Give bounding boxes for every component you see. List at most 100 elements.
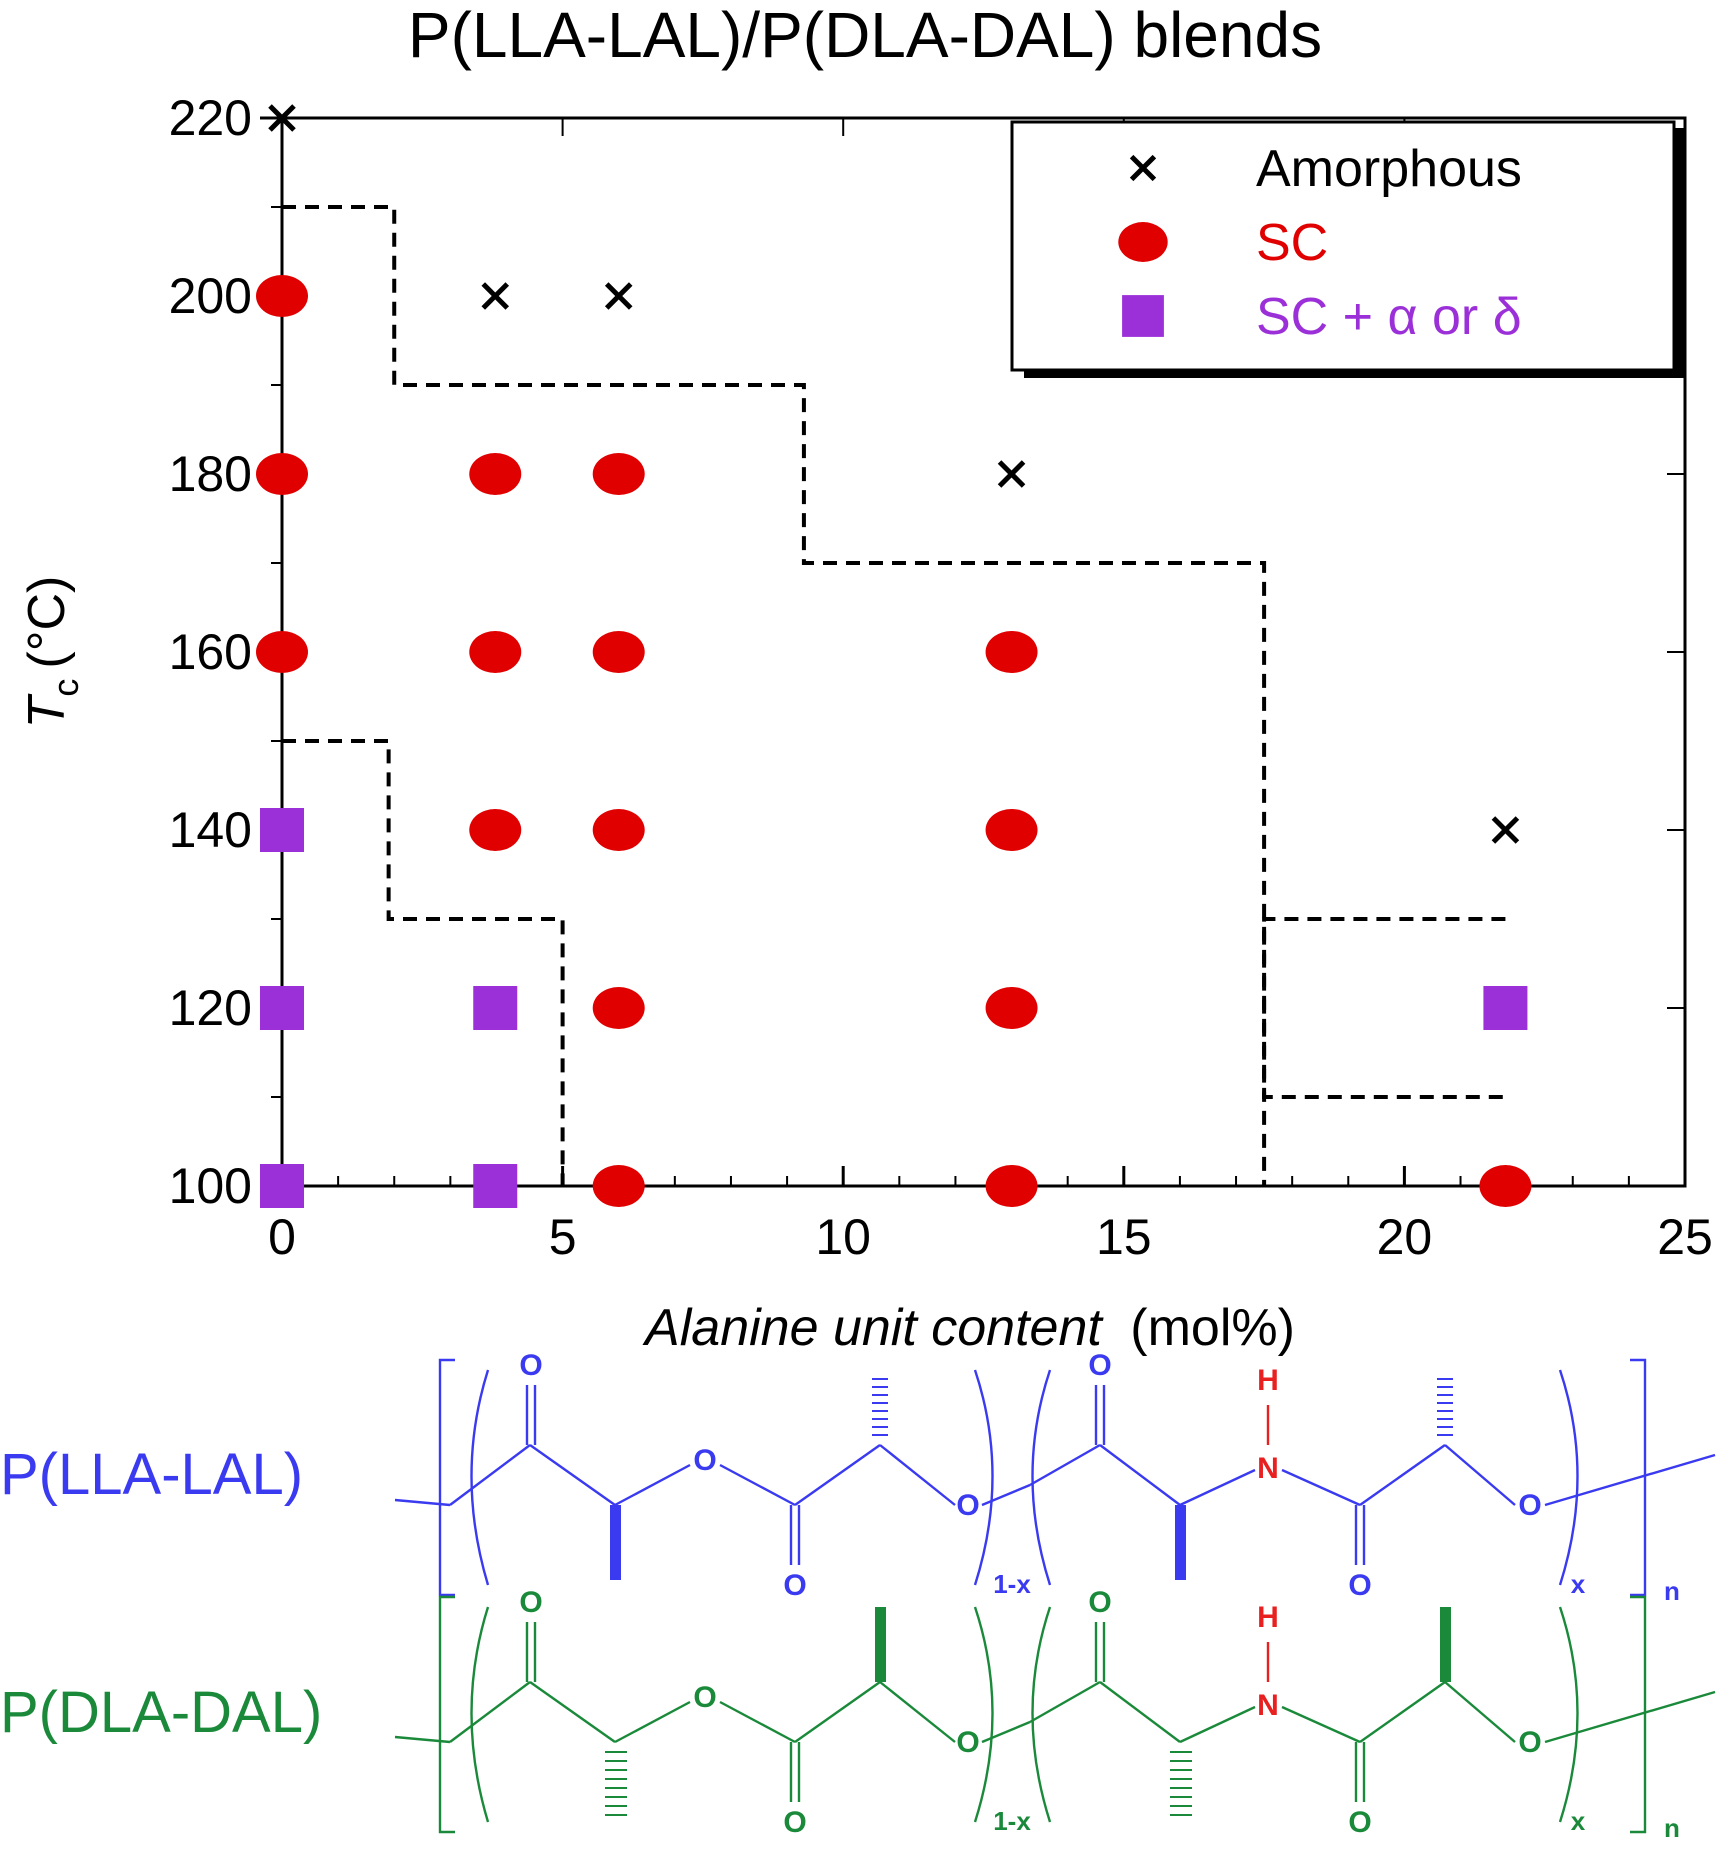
atom-label: O [1518,1726,1541,1759]
subscript-x: x [1571,1806,1586,1836]
atom-label: O [693,1681,716,1714]
y-tick-label: 140 [169,802,252,858]
paren-open [1031,1369,1052,1586]
bond [614,1463,691,1507]
marker-sc [592,631,645,673]
marker-sc [256,275,308,317]
y-tick-label: 160 [169,624,252,680]
bond [794,1681,881,1743]
marker-amorphous [604,282,633,310]
bond [1444,1681,1516,1743]
phase-boundary-line [282,739,565,1186]
marker-sc-alpha-delta [260,808,304,852]
bond [1099,1444,1181,1506]
subscript-n: n [1664,1813,1680,1843]
x-tick-label: 0 [268,1209,296,1265]
bond [529,1681,616,1743]
bracket-left [438,1358,455,1597]
marker-sc [1479,1165,1532,1207]
y-axis-label-unit: (°C) [18,576,76,669]
x-tick-label: 10 [815,1209,871,1265]
x-tick-label: 20 [1377,1209,1433,1265]
atom-label: H [1257,1364,1279,1397]
marker-sc-alpha-delta [260,1164,304,1208]
atom-label: O [693,1444,716,1477]
atom-label: O [783,1806,806,1839]
marker-amorphous [997,460,1026,488]
bond [449,1444,531,1506]
bond [794,1444,881,1506]
y-tick-label: 180 [169,446,252,502]
atom-label: N [1257,1452,1279,1485]
atom-label: O [1348,1806,1371,1839]
bond [1179,1705,1256,1744]
bond [394,1498,451,1507]
marker-sc [985,631,1038,673]
phase-boundary-line [282,205,1267,1186]
subscript-1-x: 1-x [993,1806,1031,1836]
bond [614,1700,691,1744]
atom-label: H [1257,1601,1279,1634]
atom-label: O [1088,1586,1111,1619]
bond [1281,1468,1361,1507]
marker-amorphous [1491,816,1520,844]
marker-sc [1118,222,1168,262]
bracket-right [1630,1358,1647,1597]
bond [1359,1681,1446,1743]
y-axis-label-subscript: c [45,679,86,697]
bond [879,1444,956,1506]
y-axis-label-symbol: T [18,693,76,728]
marker-sc-alpha-delta [1122,295,1164,337]
stereo-wedge [875,1607,886,1682]
paren-close [973,1606,994,1823]
y-tick-label: 200 [169,268,252,324]
paren-close [1558,1369,1579,1586]
paren-open [470,1369,490,1586]
x-axis-ticks: 0 5 10 15 20 25 [268,118,1713,1265]
x-axis-label: Alanine unit content (mol%) [642,1299,1295,1357]
atom-label: O [519,1349,542,1382]
bond [1029,1680,1101,1724]
lla-structure: O O O O 1-x O N H O Ox n [394,1349,1716,1606]
dla-structure: O O O O 1-x O N H O Ox n [394,1586,1716,1843]
bond [449,1681,531,1743]
paren-open [470,1606,490,1823]
bond [879,1681,956,1743]
bracket-right [1630,1595,1647,1834]
x-tick-label: 15 [1096,1209,1152,1265]
marker-amorphous [268,104,296,132]
bond [719,1463,796,1507]
bond [529,1444,616,1506]
x-axis-label-unit: (mol%) [1130,1299,1295,1357]
marker-sc [592,1165,645,1207]
stereo-wedge [1175,1505,1186,1580]
atom-label: O [1348,1569,1371,1602]
bond [1099,1681,1181,1743]
marker-sc [469,809,522,851]
stereo-wedge [1440,1607,1451,1682]
marker-sc [256,631,308,673]
data-markers [256,104,1532,1208]
phase-boundaries [282,205,1506,1186]
bond [394,1735,451,1744]
legend-label: SC + α or δ [1256,288,1522,346]
chart-title: P(LLA-LAL)/P(DLA-DAL) blends [408,0,1322,71]
atom-label: O [783,1569,806,1602]
bond [1179,1468,1256,1507]
marker-sc [985,809,1038,851]
y-tick-label: 100 [169,1158,252,1214]
marker-sc [592,809,645,851]
phase-boundary-line [1262,917,1506,1099]
y-tick-label: 220 [169,90,252,146]
atom-label: O [519,1586,542,1619]
bond [981,1720,1031,1744]
subscript-1-x: 1-x [993,1569,1031,1599]
svg-text:Tc(°C): Tc (°C) [18,576,86,729]
legend: Amorphous SC SC + α or δ [1010,120,1684,378]
bond [1029,1443,1101,1487]
marker-sc [469,631,522,673]
bracket-left [438,1595,455,1834]
lla-polymer-label: P(LLA-LAL) [0,1442,303,1507]
